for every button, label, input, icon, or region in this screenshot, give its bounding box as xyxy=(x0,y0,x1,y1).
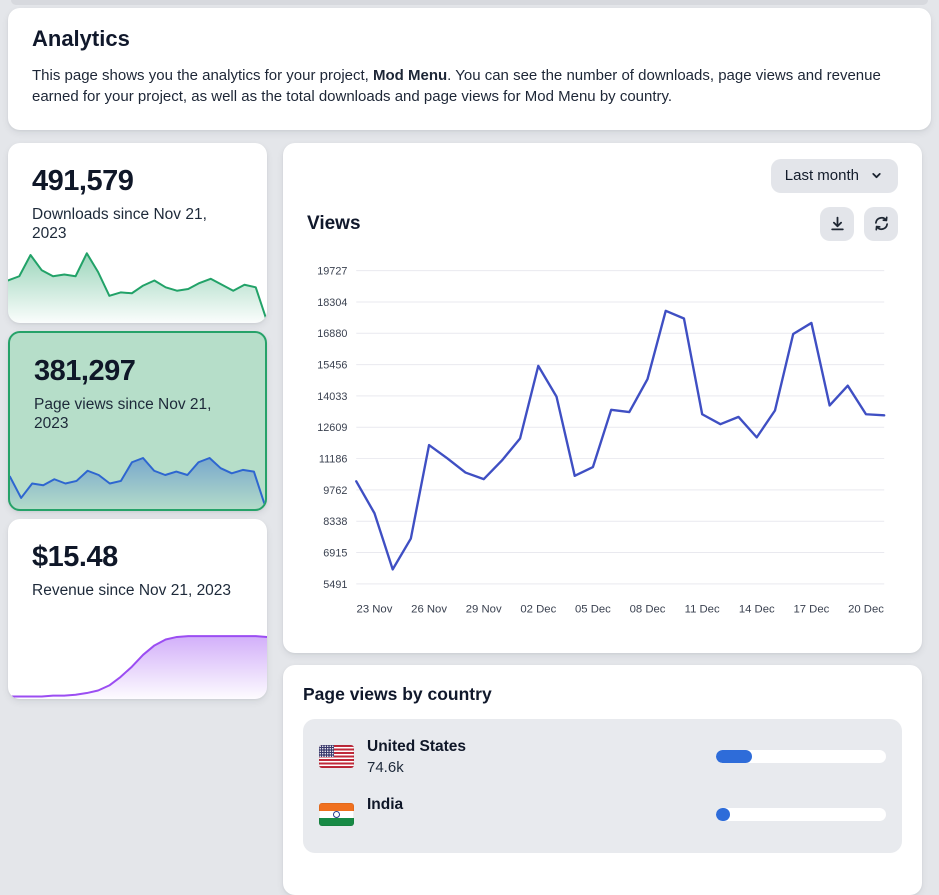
project-name: Mod Menu xyxy=(373,67,448,84)
page-views-value: 381,297 xyxy=(34,354,136,387)
views-chart: 5491 6915 8338 9762 11186 12609 14033 15456 1688… xyxy=(317,265,886,615)
svg-text:12609: 12609 xyxy=(317,422,347,434)
page-title: Analytics xyxy=(32,26,130,51)
us-flag-icon xyxy=(319,745,354,769)
download-chart-button[interactable] xyxy=(820,206,854,241)
country-row-united-states: United States 74.6k xyxy=(319,728,886,786)
svg-text:6915: 6915 xyxy=(323,547,347,559)
download-icon xyxy=(830,216,844,231)
refresh-icon xyxy=(874,216,888,231)
country-bar-fill xyxy=(716,750,752,764)
downloads-label: Downloads since Nov 21, 2023 xyxy=(32,205,207,242)
country-bar-track xyxy=(716,750,886,764)
country-list: United States 74.6k India xyxy=(303,718,902,853)
country-panel: Page views by country United States 74.6… xyxy=(283,664,922,895)
downloads-value: 491,579 xyxy=(32,164,134,197)
svg-text:9762: 9762 xyxy=(323,484,347,496)
views-panel: Last month Views 5491 6915 8338 9762 11186 12… xyxy=(283,142,922,653)
svg-text:23 Nov: 23 Nov xyxy=(357,603,393,615)
previous-card-edge xyxy=(11,0,928,5)
page-views-stat-card[interactable]: 381,297 Page views since Nov 21, 2023 xyxy=(8,330,267,511)
svg-text:08 Dec: 08 Dec xyxy=(630,603,666,615)
charts-column: Last month Views 5491 6915 8338 9762 11186 12… xyxy=(283,142,922,895)
country-name: India xyxy=(367,795,404,813)
country-name: United States xyxy=(367,737,467,755)
svg-text:20 Dec: 20 Dec xyxy=(848,603,884,615)
page-description: This page shows you the analytics for yo… xyxy=(32,67,881,106)
svg-text:8338: 8338 xyxy=(323,516,347,528)
svg-text:11186: 11186 xyxy=(319,453,348,465)
svg-text:29 Nov: 29 Nov xyxy=(466,603,502,615)
svg-text:15456: 15456 xyxy=(317,359,347,371)
views-chart-title: Views xyxy=(307,212,361,234)
svg-text:14033: 14033 xyxy=(317,390,347,402)
svg-text:5491: 5491 xyxy=(323,578,347,590)
svg-text:26 Nov: 26 Nov xyxy=(411,603,447,615)
svg-text:14 Dec: 14 Dec xyxy=(739,603,775,615)
revenue-stat-card[interactable]: $15.48 Revenue since Nov 21, 2023 xyxy=(8,518,267,699)
svg-text:17 Dec: 17 Dec xyxy=(793,603,829,615)
date-range-selector[interactable]: Last month xyxy=(770,158,898,193)
country-page-views xyxy=(367,817,403,834)
svg-text:05 Dec: 05 Dec xyxy=(575,603,611,615)
svg-text:19727: 19727 xyxy=(317,265,347,277)
revenue-label: Revenue since Nov 21, 2023 xyxy=(32,581,232,599)
date-range-label: Last month xyxy=(784,167,859,185)
analytics-header-card: Analytics This page shows you the analyt… xyxy=(8,8,931,130)
svg-text:02 Dec: 02 Dec xyxy=(520,603,556,615)
stat-cards-column: 491,579 Downloads since Nov 21, 2023 381… xyxy=(8,142,267,699)
downloads-sparkline-chart xyxy=(8,238,267,323)
svg-text:11 Dec: 11 Dec xyxy=(685,603,720,615)
svg-text:16880: 16880 xyxy=(317,328,347,340)
refresh-chart-button[interactable] xyxy=(864,206,898,241)
page-views-label: Page views since Nov 21, 2023 xyxy=(34,395,212,432)
country-page-views: 74.6k xyxy=(367,758,404,776)
chevron-down-icon xyxy=(872,173,881,179)
revenue-value: $15.48 xyxy=(32,540,118,573)
main-layout: 491,579 Downloads since Nov 21, 2023 381… xyxy=(0,142,939,895)
revenue-sparkline-chart xyxy=(8,614,267,699)
svg-text:18304: 18304 xyxy=(317,296,347,308)
downloads-stat-card[interactable]: 491,579 Downloads since Nov 21, 2023 xyxy=(8,142,267,323)
page-views-sparkline-chart xyxy=(10,424,265,509)
country-panel-title: Page views by country xyxy=(303,683,492,704)
